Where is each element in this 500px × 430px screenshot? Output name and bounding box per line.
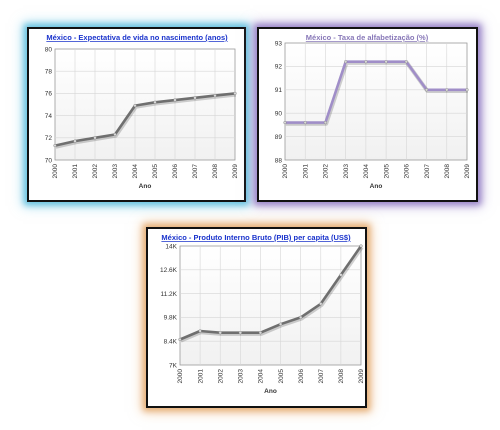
y-tick-label: 74 (45, 113, 53, 120)
chart-title: México - Expectativa de vida no nascimen… (46, 33, 228, 42)
x-tick-label: 2007 (192, 164, 199, 179)
y-tick-label: 8.4K (164, 339, 178, 346)
x-tick-label: 2006 (172, 164, 179, 179)
x-tick-label: 2008 (444, 164, 451, 179)
data-point[interactable] (93, 136, 97, 140)
y-tick-label: 72 (45, 135, 53, 142)
data-point[interactable] (198, 329, 202, 333)
x-tick-label: 2000 (282, 164, 289, 179)
data-point[interactable] (238, 331, 242, 335)
y-tick-label: 9.8K (164, 315, 178, 322)
x-tick-label: 2007 (424, 164, 431, 179)
chart-title: México - Produto Interno Bruto (PIB) per… (161, 233, 351, 242)
x-tick-label: 2008 (212, 164, 219, 179)
data-point[interactable] (278, 322, 283, 326)
chart-panel-life-expectancy: 70 72 74 76 78 80 2000 2001 2002 2003 2004 2005 2006… (27, 27, 246, 202)
data-point[interactable] (364, 60, 368, 64)
x-tick-label: 2000 (52, 164, 59, 179)
data-point[interactable] (153, 100, 157, 104)
data-point[interactable] (299, 315, 303, 319)
data-point[interactable] (424, 88, 429, 92)
y-tick-label: 70 (45, 157, 53, 164)
series-line (285, 60, 467, 124)
data-point[interactable] (218, 331, 222, 335)
series-line (54, 92, 236, 147)
y-tick-label: 89 (275, 134, 283, 141)
x-axis-label: Ano (264, 388, 277, 395)
x-tick-label: 2004 (132, 164, 139, 179)
x-tick-label: 2002 (92, 164, 99, 179)
data-point[interactable] (213, 94, 217, 98)
y-tick-label: 88 (275, 157, 283, 164)
chart-panel-literacy-rate: 88 89 90 91 92 93 2000 2001 2002 2003 2004 2005 2006… (257, 27, 478, 202)
data-point[interactable] (173, 98, 177, 102)
data-point[interactable] (53, 143, 57, 148)
literacy-rate-chart: 88 89 90 91 92 93 2000 2001 2002 2003 2004 2005 2006… (275, 33, 471, 190)
x-tick-label: 2001 (197, 369, 204, 384)
y-tick-label: 93 (275, 40, 283, 47)
x-tick-label: 2002 (217, 369, 224, 384)
data-point[interactable] (404, 60, 408, 64)
data-point[interactable] (113, 132, 117, 137)
y-tick-label: 76 (45, 91, 53, 98)
x-tick-label: 2001 (72, 164, 79, 179)
chart-title: México - Taxa de alfabetização (%) (306, 33, 429, 42)
data-point[interactable] (233, 91, 237, 95)
x-tick-label: 2001 (302, 164, 309, 179)
x-tick-label: 2004 (363, 164, 370, 179)
data-point[interactable] (359, 244, 363, 248)
chart-panel-gdp-per-capita: 7K 8.4K 9.8K 11.2K 12.6K 14K 2000 2001 2002 2003 2… (146, 227, 367, 408)
x-tick-label: 2003 (343, 164, 350, 179)
x-tick-label: 2007 (318, 369, 325, 384)
life-expectancy-chart: 70 72 74 76 78 80 2000 2001 2002 2003 2004 2005 2006… (45, 33, 239, 190)
data-point[interactable] (323, 120, 328, 125)
y-tick-label: 12.6K (160, 267, 178, 274)
x-tick-label: 2005 (152, 164, 159, 179)
gdp-per-capita-chart: 7K 8.4K 9.8K 11.2K 12.6K 14K 2000 2001 2002 2003 2… (160, 233, 365, 395)
x-tick-label: 2009 (232, 164, 239, 179)
x-tick-label: 2005 (278, 369, 285, 384)
plot-area (179, 245, 362, 366)
x-tick-label: 2004 (258, 369, 265, 384)
data-point[interactable] (319, 302, 323, 306)
y-tick-label: 92 (275, 64, 283, 71)
data-point[interactable] (445, 88, 449, 92)
data-point[interactable] (339, 273, 343, 277)
data-point[interactable] (303, 120, 307, 125)
data-point[interactable] (178, 337, 182, 342)
y-tick-label: 90 (275, 111, 283, 118)
x-tick-label: 2003 (238, 369, 245, 384)
data-point[interactable] (465, 88, 469, 92)
x-axis-label: Ano (139, 183, 152, 190)
x-tick-label: 2009 (358, 369, 365, 384)
data-point[interactable] (73, 139, 77, 143)
data-point[interactable] (258, 331, 263, 335)
x-tick-label: 2005 (383, 164, 390, 179)
y-tick-label: 11.2K (160, 291, 177, 298)
x-tick-label: 2000 (177, 369, 184, 384)
x-tick-label: 2008 (338, 369, 345, 384)
y-tick-label: 91 (275, 87, 283, 94)
y-tick-label: 80 (45, 46, 53, 53)
data-point[interactable] (283, 120, 287, 125)
data-point[interactable] (133, 104, 137, 108)
x-tick-label: 2009 (464, 164, 471, 179)
data-point[interactable] (344, 60, 348, 64)
x-tick-label: 2002 (323, 164, 330, 179)
x-tick-label: 2006 (298, 369, 305, 384)
x-tick-label: 2003 (112, 164, 119, 179)
y-tick-label: 14K (165, 243, 177, 250)
y-tick-label: 78 (45, 69, 53, 76)
data-point[interactable] (193, 96, 197, 100)
y-tick-label: 7K (169, 362, 178, 369)
series-line (179, 245, 363, 341)
data-point[interactable] (384, 60, 388, 64)
x-tick-label: 2006 (404, 164, 411, 179)
x-axis-label: Ano (370, 183, 383, 190)
